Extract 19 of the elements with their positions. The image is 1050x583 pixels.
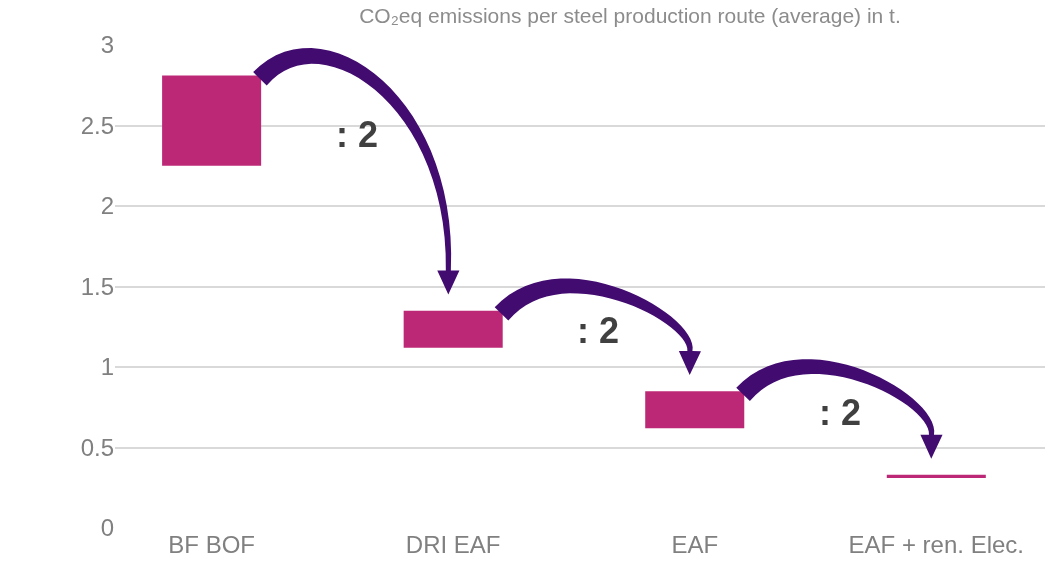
annotation: : 2 (577, 310, 620, 351)
bar (403, 310, 503, 348)
y-tick-label: 2 (100, 192, 114, 220)
y-tick-label: 1.5 (80, 272, 114, 300)
x-tick-label: BF BOF (168, 531, 255, 558)
bar (162, 75, 262, 166)
x-tick-label: EAF (671, 531, 719, 558)
y-tick-label: 1 (100, 353, 114, 381)
chart-title: CO₂eq emissions per steel production route (average) in t. (359, 4, 901, 28)
x-tick-label: EAF + ren. Elec. (848, 531, 1024, 558)
x-tick-label: DRI EAF (405, 531, 501, 558)
y-tick-label: 0.5 (80, 433, 114, 461)
bar (886, 474, 986, 479)
bar (645, 391, 745, 429)
annotation: : 2 (819, 392, 862, 433)
annotation: : 2 (336, 114, 379, 155)
y-tick-label: 3 (100, 31, 114, 59)
y-tick-label: 2.5 (80, 111, 114, 139)
y-tick-label: 0 (100, 514, 114, 542)
